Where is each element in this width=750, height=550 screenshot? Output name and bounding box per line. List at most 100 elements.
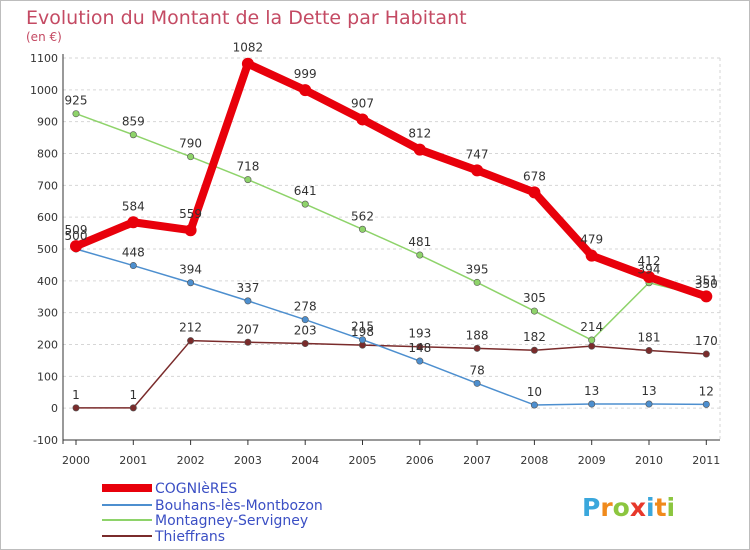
data-label: 412: [638, 254, 661, 268]
data-label: 13: [641, 384, 656, 398]
data-point: [187, 337, 195, 345]
data-point: [301, 200, 309, 208]
series-line-0: [75, 339, 708, 409]
data-label: 907: [351, 96, 374, 110]
y-tick-label: 100: [37, 370, 58, 383]
data-label: 718: [236, 160, 259, 174]
x-tick-label: 2007: [463, 454, 491, 467]
data-label: 12: [699, 384, 714, 398]
data-label: 337: [236, 281, 259, 295]
data-label: 395: [466, 262, 489, 276]
axes: -100 0 100 200 300 400 500 600 700 800 900 1000 1100…: [30, 52, 720, 467]
data-label: 214: [580, 320, 603, 334]
grid: [63, 57, 721, 441]
data-label: 584: [122, 199, 145, 213]
x-tick-label: 2003: [234, 454, 262, 467]
data-point: [187, 153, 195, 161]
legend-label: Bouhans-lès-Montbozon: [155, 498, 323, 514]
data-point: [702, 400, 710, 408]
data-point: [416, 357, 424, 365]
data-label: 181: [638, 331, 661, 345]
x-tick-label: 2008: [520, 454, 548, 467]
data-label: 148: [408, 341, 431, 355]
data-point: [416, 343, 424, 351]
y-tick-label: 600: [37, 211, 58, 224]
y-tick-label: 500: [37, 243, 58, 256]
logo-letter: r: [600, 493, 613, 522]
data-point: [244, 297, 252, 305]
data-label: 500: [65, 229, 88, 243]
data-point: [643, 271, 655, 284]
data-label: 351: [695, 273, 718, 287]
data-label: 747: [466, 147, 489, 161]
y-tick-label: 800: [37, 148, 58, 161]
data-label: 925: [65, 94, 88, 108]
data-point: [473, 379, 481, 387]
x-tick-label: 2006: [406, 454, 434, 467]
series-line-2: [75, 248, 708, 406]
data-point: [358, 225, 366, 233]
data-point: [129, 404, 137, 412]
data-label: 1: [72, 388, 80, 402]
data-point: [72, 110, 80, 118]
data-point: [299, 84, 312, 97]
data-point: [129, 131, 137, 139]
data-label: 278: [294, 300, 317, 314]
data-point: [70, 240, 82, 253]
data-point: [530, 401, 538, 409]
logo-letter: i: [667, 493, 676, 522]
data-point: [645, 347, 653, 355]
chart-title: Evolution du Montant de la Dette par Hab…: [26, 7, 467, 29]
data-label: 1: [129, 388, 137, 402]
data-label: 350: [695, 277, 718, 291]
data-point: [530, 307, 538, 315]
logo-letter: P: [582, 493, 600, 522]
data-point: [700, 290, 713, 303]
data-point: [241, 57, 254, 70]
data-label: 305: [523, 291, 546, 305]
x-tick-label: 2001: [119, 454, 147, 467]
data-point: [72, 404, 80, 412]
x-tick-label: 2010: [635, 454, 663, 467]
data-label: 562: [351, 209, 374, 223]
data-point: [187, 279, 195, 287]
logo-letter: o: [613, 493, 630, 522]
data-point: [702, 350, 710, 358]
data-label: 13: [584, 384, 599, 398]
proxiti-logo: Proxiti: [582, 493, 675, 522]
data-point: [127, 216, 140, 229]
data-label: 448: [122, 246, 145, 260]
data-label: 479: [580, 233, 603, 247]
data-label: 193: [408, 327, 431, 341]
y-tick-label: -100: [33, 434, 58, 447]
y-tick-label: 300: [37, 307, 58, 320]
logo-letter: x: [630, 493, 646, 522]
data-point: [356, 113, 369, 126]
series-lines: [70, 57, 713, 412]
data-label: 394: [179, 263, 202, 277]
legend-label: Thieffrans: [154, 529, 225, 545]
data-label: 678: [523, 169, 546, 183]
data-label: 1082: [233, 41, 264, 55]
data-label: 188: [466, 328, 489, 342]
x-tick-label: 2004: [291, 454, 319, 467]
legend-label: Montagney-Servigney: [155, 513, 308, 529]
data-label: 198: [351, 325, 374, 339]
data-label: 212: [179, 321, 202, 335]
series-line-3: [72, 59, 711, 301]
data-point: [473, 344, 481, 352]
x-tick-label: 2009: [578, 454, 606, 467]
y-tick-label: 400: [37, 275, 58, 288]
legend-label: COGNIèRES: [155, 481, 237, 497]
x-tick-label: 2005: [349, 454, 377, 467]
data-label: 790: [179, 137, 202, 151]
legend: COGNIèRESBouhans-lès-MontbozonMontagney-…: [102, 481, 323, 545]
data-point: [645, 400, 653, 408]
data-point: [416, 251, 424, 259]
x-tick-label: 2011: [692, 454, 720, 467]
x-tick-label: 2000: [62, 454, 90, 467]
data-point: [301, 316, 309, 324]
data-label: 10: [527, 385, 542, 399]
y-tick-label: 700: [37, 179, 58, 192]
